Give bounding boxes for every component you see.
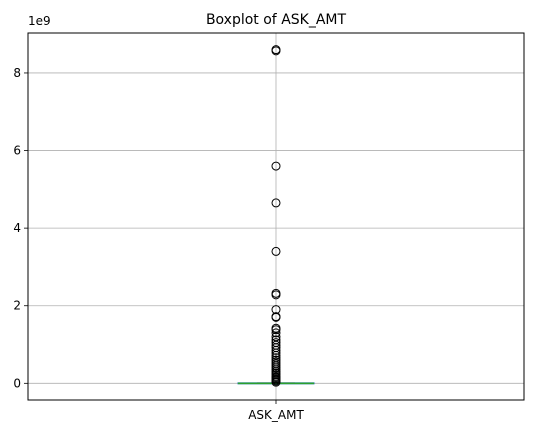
outlier-point — [271, 246, 281, 256]
x-tick-label: ASK_AMT — [248, 408, 304, 422]
outlier-point — [271, 46, 281, 56]
y-tick-label: 8 — [13, 66, 21, 80]
outlier-point — [271, 348, 281, 358]
outlier-point — [271, 350, 281, 360]
outlier-layer — [271, 45, 281, 387]
outlier-point — [271, 161, 281, 171]
y-tick-label: 0 — [13, 376, 21, 390]
grid-layer — [28, 33, 524, 400]
outlier-point — [271, 377, 281, 387]
y-scale-label: 1e9 — [28, 14, 51, 28]
outlier-point — [271, 332, 281, 342]
y-tick-label: 2 — [13, 299, 21, 313]
chart-title: Boxplot of ASK_AMT — [206, 12, 347, 28]
outlier-point — [271, 325, 281, 335]
plot-frame — [27, 32, 525, 401]
outlier-point — [271, 345, 281, 355]
outlier-point — [271, 312, 281, 322]
y-tick-label: 4 — [13, 221, 21, 235]
y-tick-layer: 0 2 4 6 8 — [13, 66, 28, 390]
outlier-point — [271, 290, 281, 300]
outlier-point — [271, 198, 281, 208]
x-tick-layer: ASK_AMT — [248, 400, 304, 422]
y-tick-label: 6 — [13, 144, 21, 158]
outlier-point — [271, 328, 281, 338]
